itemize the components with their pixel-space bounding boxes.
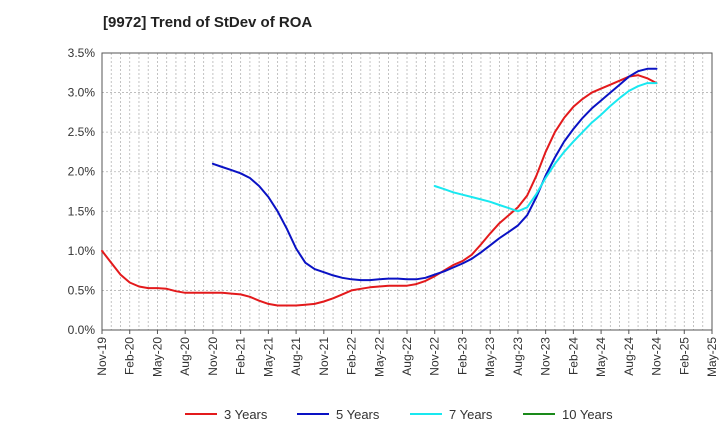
- legend-label: 7 Years: [449, 407, 493, 422]
- x-tick-label: Nov-21: [317, 337, 331, 376]
- y-tick-label: 0.5%: [68, 283, 96, 297]
- x-tick-label: May-24: [594, 337, 608, 377]
- y-tick-label: 3.5%: [68, 46, 96, 60]
- y-tick-label: 2.5%: [68, 125, 96, 139]
- x-tick-label: Feb-22: [345, 337, 359, 375]
- x-tick-label: Aug-20: [178, 337, 192, 376]
- x-tick-label: May-23: [483, 337, 497, 377]
- x-tick-label: Feb-23: [455, 337, 469, 375]
- y-tick-label: 0.0%: [68, 323, 96, 337]
- x-tick-label: Nov-22: [428, 337, 442, 376]
- x-tick-label: Nov-24: [650, 337, 664, 376]
- x-tick-label: Nov-19: [95, 337, 109, 376]
- series-line: [211, 67, 658, 282]
- x-tick-label: Aug-23: [511, 337, 525, 376]
- y-tick-label: 2.0%: [68, 165, 96, 179]
- y-tick-label: 1.0%: [68, 244, 96, 258]
- x-tick-label: Aug-22: [400, 337, 414, 376]
- x-tick-label: May-20: [150, 337, 164, 377]
- x-tick-label: May-25: [705, 337, 719, 377]
- legend-label: 10 Years: [562, 407, 613, 422]
- y-tick-label: 1.5%: [68, 204, 96, 218]
- legend-label: 5 Years: [336, 407, 380, 422]
- x-tick-label: Aug-21: [289, 337, 303, 376]
- y-tick-label: 3.0%: [68, 86, 96, 100]
- legend-label: 3 Years: [224, 407, 268, 422]
- x-tick-label: Feb-24: [566, 337, 580, 375]
- series-line: [101, 74, 658, 307]
- x-tick-label: Feb-20: [123, 337, 137, 375]
- x-tick-label: Feb-25: [677, 337, 691, 375]
- x-tick-label: Aug-24: [622, 337, 636, 376]
- series-line: [433, 82, 658, 213]
- chart-title: [9972] Trend of StDev of ROA: [103, 14, 313, 31]
- x-tick-label: Feb-21: [234, 337, 248, 375]
- x-tick-label: May-22: [372, 337, 386, 377]
- x-tick-label: May-21: [261, 337, 275, 377]
- x-tick-label: Nov-20: [206, 337, 220, 376]
- x-tick-label: Nov-23: [539, 337, 553, 376]
- plot-area: [102, 53, 712, 330]
